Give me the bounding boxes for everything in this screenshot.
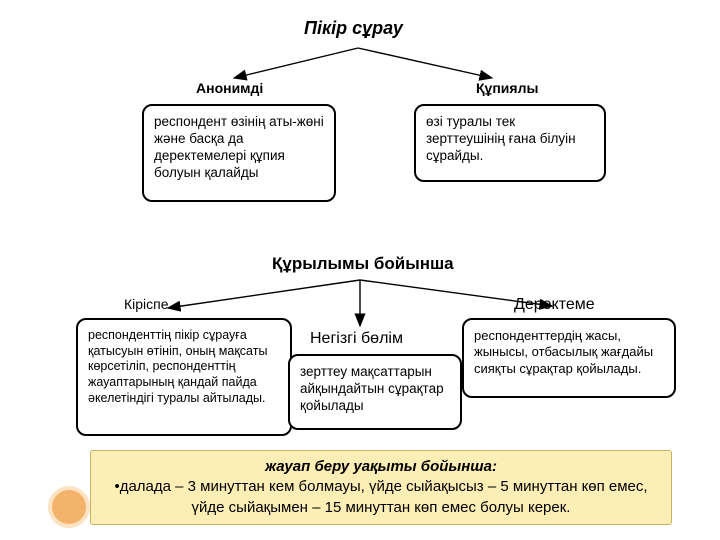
heading-intro: Кіріспе bbox=[124, 296, 169, 312]
accent-circle bbox=[48, 486, 90, 528]
heading-anonymous: Анонимді bbox=[196, 80, 263, 96]
box-data: респонденттердің жасы, жынысы, отбасылық… bbox=[462, 318, 676, 398]
footer-box: жауап беру уақыты бойынша: •далада – 3 м… bbox=[90, 450, 672, 525]
box-anonymous: респондент өзінің аты-жөні және басқа да… bbox=[142, 104, 336, 202]
arrow-top-left bbox=[234, 48, 358, 78]
top-title: Пікір сұрау bbox=[304, 18, 403, 39]
heading-data: Деректеме bbox=[514, 296, 595, 314]
footer-lead: жауап беру уақыты бойынша: bbox=[265, 458, 497, 475]
heading-confidential: Құпиялы bbox=[476, 80, 538, 96]
box-intro: респонденттің пікір сұрауға қатысуын өті… bbox=[76, 318, 292, 436]
footer-body: •далада – 3 минуттан кем болмауы, үйде с… bbox=[114, 478, 647, 515]
box-confidential: өзі туралы тек зерттеушінің ғана білуін … bbox=[414, 104, 606, 182]
box-main: зерттеу мақсаттарын айқындайтын сұрақтар… bbox=[288, 354, 462, 430]
heading-main: Негізгі бөлім bbox=[310, 330, 403, 348]
middle-title: Құрылымы бойынша bbox=[272, 254, 454, 274]
arrow-top-right bbox=[358, 48, 492, 78]
arrow-mid-left bbox=[168, 280, 360, 308]
